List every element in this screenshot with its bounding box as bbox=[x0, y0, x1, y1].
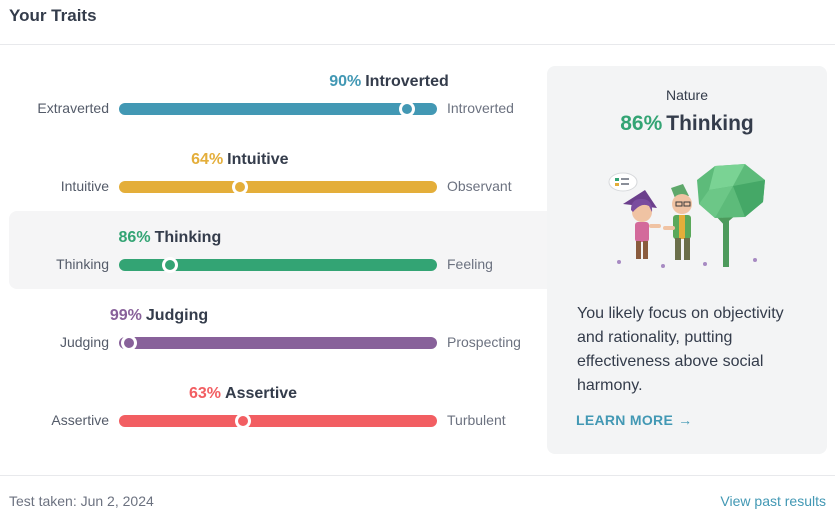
trait-right-label: Turbulent bbox=[447, 412, 506, 428]
trait-percent: 99% bbox=[109, 307, 142, 324]
footer: Test taken: Jun 2, 2024 View past result… bbox=[0, 475, 835, 517]
trait-bar bbox=[119, 413, 437, 429]
trait-knob bbox=[235, 413, 252, 429]
trait-name: Intuitive bbox=[227, 151, 289, 168]
trait-left-label: Intuitive bbox=[60, 178, 109, 194]
trait-left-label: Assertive bbox=[51, 412, 109, 428]
page-title: Your Traits bbox=[9, 6, 97, 25]
trait-knob bbox=[398, 101, 415, 117]
view-past-results-link[interactable]: View past results bbox=[720, 493, 826, 509]
trait-bar bbox=[119, 179, 437, 195]
trait-bar bbox=[119, 101, 437, 117]
trait-name: Thinking bbox=[154, 229, 222, 246]
test-taken-date: Test taken: Jun 2, 2024 bbox=[9, 493, 154, 509]
trait-name: Introverted bbox=[365, 73, 449, 90]
card-category-label: Nature bbox=[665, 87, 709, 103]
card-description: You likely focus on objectivity and rati… bbox=[577, 305, 784, 394]
trait-name: Judging bbox=[145, 307, 209, 324]
trait-right-label: Feeling bbox=[447, 256, 493, 272]
card-trait-name: Thinking bbox=[666, 112, 754, 135]
trait-right-label: Observant bbox=[447, 178, 512, 194]
trait-row-intuitive[interactable]: 64% Intuitive Intuitive Observant bbox=[9, 133, 569, 211]
trait-row-judging[interactable]: 99% Judging Judging Prospecting bbox=[9, 289, 569, 367]
arrow-right-icon: → bbox=[678, 412, 693, 428]
trait-percent: 90% bbox=[329, 73, 362, 90]
learn-more-link[interactable]: LEARN MORE → bbox=[576, 412, 692, 428]
trait-bar bbox=[119, 335, 437, 351]
trait-detail-card: Nature 86% Thinking bbox=[547, 66, 827, 454]
trait-knob bbox=[231, 179, 248, 195]
trait-percent: 63% bbox=[188, 385, 222, 402]
trait-heading: 86% Thinking bbox=[119, 229, 222, 247]
trait-row-thinking[interactable]: 86% Thinking Thinking Feeling bbox=[9, 211, 569, 289]
trait-heading: 99% Judging bbox=[110, 307, 208, 325]
trait-knob bbox=[161, 257, 178, 273]
traits-header: Your Traits bbox=[0, 0, 835, 45]
trait-bar bbox=[119, 257, 437, 273]
card-trait-title: 86% Thinking bbox=[547, 112, 827, 136]
trait-heading: 63% Assertive bbox=[189, 385, 297, 403]
trait-name: Assertive bbox=[225, 385, 298, 402]
trait-right-label: Prospecting bbox=[447, 334, 521, 350]
trait-heading: 64% Intuitive bbox=[191, 151, 288, 169]
trait-right-label: Introverted bbox=[447, 100, 514, 116]
trait-percent: 86% bbox=[118, 229, 151, 246]
trait-heading: 90% Introverted bbox=[329, 73, 449, 91]
trait-left-label: Judging bbox=[59, 334, 109, 350]
trait-row-introverted[interactable]: 90% Introverted Extraverted Introverted bbox=[9, 55, 569, 133]
trait-row-assertive[interactable]: 63% Assertive Assertive Turbulent bbox=[9, 367, 569, 445]
trait-percent: 64% bbox=[191, 151, 224, 168]
thinking-characters-illustration bbox=[608, 164, 765, 268]
trait-knob bbox=[120, 335, 137, 351]
card-trait-percent: 86% bbox=[620, 112, 663, 135]
trait-left-label: Thinking bbox=[56, 256, 109, 272]
learn-more-label: LEARN MORE bbox=[576, 412, 674, 428]
trait-left-label: Extraverted bbox=[37, 100, 109, 116]
